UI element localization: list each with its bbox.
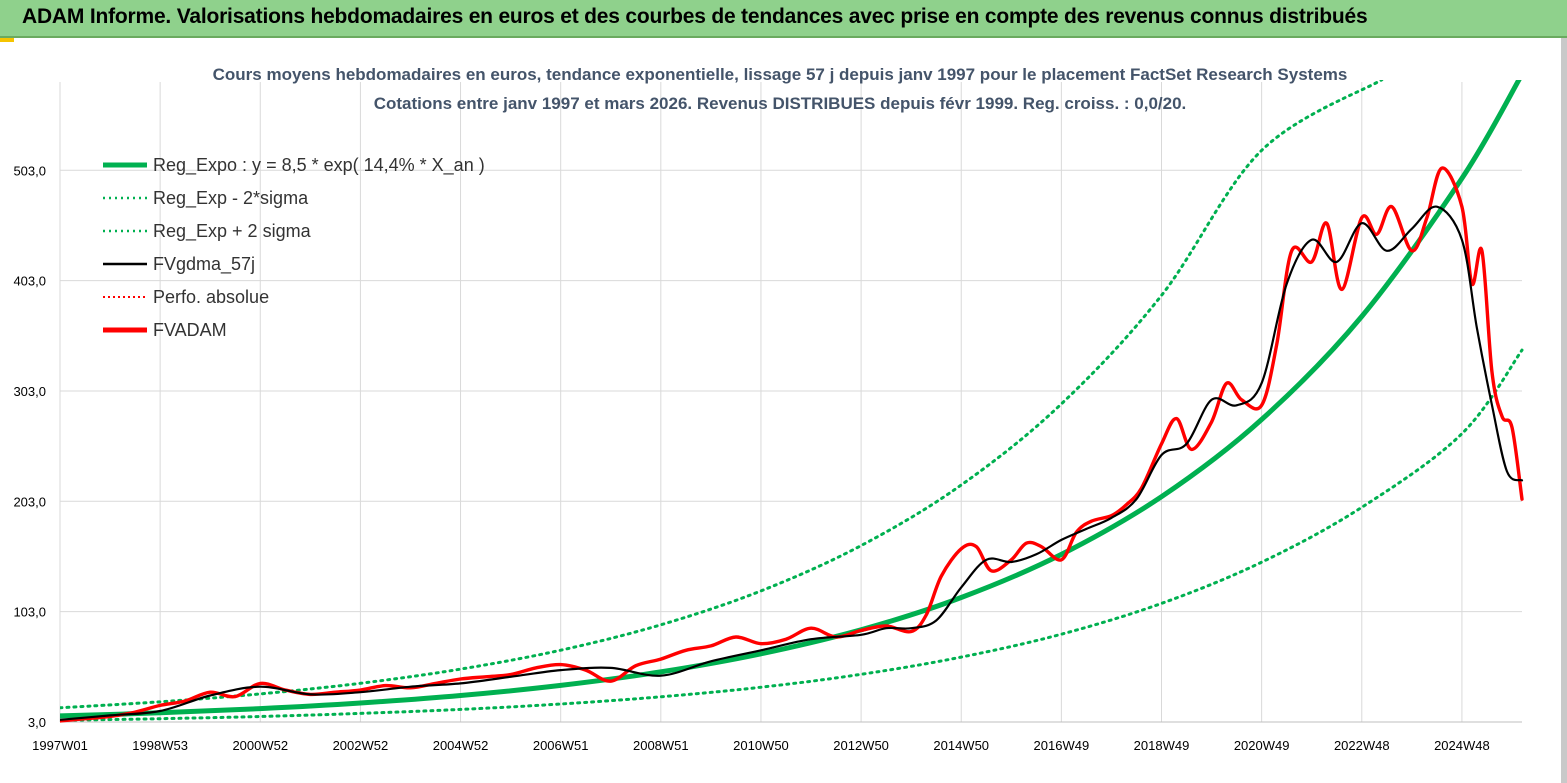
x-tick-label: 2004W52 [433, 738, 489, 753]
y-tick-label: 403,0 [13, 274, 46, 289]
y-tick-label: 3,0 [28, 715, 46, 730]
banner-title: ADAM Informe. Valorisations hebdomadaire… [22, 5, 1368, 28]
legend-label: Reg_Exp + 2 sigma [153, 221, 312, 242]
x-tick-label: 2006W51 [533, 738, 589, 753]
legend-label: Reg_Expo : y = 8,5 * exp( 14,4% * X_an ) [153, 155, 485, 176]
x-tick-label: 2002W52 [333, 738, 389, 753]
plot-series [60, 80, 1524, 723]
chart-canvas: 3,0 103,0 203,0 303,0 403,0 503,0 1997W01 1998… [13, 65, 1524, 753]
chart-legend: Reg_Expo : y = 8,5 * exp( 14,4% * X_an )… [103, 155, 485, 340]
x-tick-label: 1997W01 [32, 738, 88, 753]
x-tick-label: 2016W49 [1034, 738, 1090, 753]
window-edge [1561, 38, 1567, 783]
x-tick-label: 2000W52 [232, 738, 288, 753]
series-fvgdma-57j [60, 205, 1524, 721]
x-tick-label: 2022W48 [1334, 738, 1390, 753]
legend-label: FVADAM [153, 320, 227, 340]
x-tick-label: 2014W50 [933, 738, 989, 753]
y-tick-label: 103,0 [13, 605, 46, 620]
legend-label: FVgdma_57j [153, 254, 255, 275]
x-tick-label: 2010W50 [733, 738, 789, 753]
x-tick-label: 2020W49 [1234, 738, 1290, 753]
chart-grid [59, 82, 1522, 723]
chart-title-line-1: Cours moyens hebdomadaires en euros, ten… [213, 65, 1348, 84]
x-axis-ticks: 1997W01 1998W53 2000W52 2002W52 2004W52 2006W… [32, 738, 1490, 753]
legend-item-reg-exp-plus: Reg_Exp + 2 sigma [103, 221, 312, 242]
y-tick-label: 303,0 [13, 384, 46, 399]
legend-item-reg-exp-minus: Reg_Exp - 2*sigma [103, 188, 309, 209]
x-tick-label: 1998W53 [132, 738, 188, 753]
header-banner: ADAM Informe. Valorisations hebdomadaire… [0, 0, 1567, 38]
x-tick-label: 2012W50 [833, 738, 889, 753]
x-tick-label: 2018W49 [1134, 738, 1190, 753]
legend-item-fvadam: FVADAM [103, 320, 227, 340]
legend-item-reg-expo: Reg_Expo : y = 8,5 * exp( 14,4% * X_an ) [103, 155, 485, 176]
legend-item-fvgdma: FVgdma_57j [103, 254, 255, 275]
x-tick-label: 2024W48 [1434, 738, 1490, 753]
y-axis-ticks: 3,0 103,0 203,0 303,0 403,0 503,0 [13, 163, 46, 730]
legend-label: Perfo. absolue [153, 287, 269, 307]
x-tick-label: 2008W51 [633, 738, 689, 753]
series-fvadam [60, 166, 1524, 723]
legend-label: Reg_Exp - 2*sigma [153, 188, 309, 209]
series-reg-exp-plus-2sigma [60, 80, 1384, 710]
legend-item-perfo-absolue: Perfo. absolue [103, 287, 269, 307]
y-tick-label: 503,0 [13, 163, 46, 178]
series-reg-exp-minus-2sigma [60, 348, 1524, 722]
chart-title-line-2: Cotations entre janv 1997 et mars 2026. … [374, 94, 1187, 113]
corner-accent [0, 38, 14, 42]
y-tick-label: 203,0 [13, 494, 46, 509]
